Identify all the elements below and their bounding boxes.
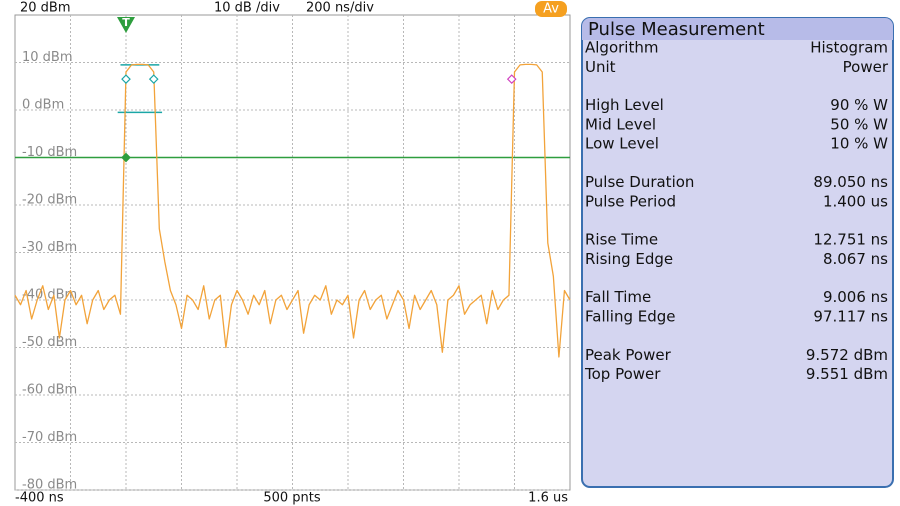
scale-label: 10 dB /div [214,1,280,16]
measure-label: High Level [585,96,664,114]
measure-value: 9.006 ns [823,288,888,306]
measure-label: Peak Power [585,346,672,364]
measure-value: 1.400 us [823,192,888,210]
trace [14,63,571,358]
y-tick-label: -70 dBm [22,430,77,445]
ref-level: 20 dBm [20,1,71,16]
measure-label: Fall Time [585,288,651,306]
trigger-label: T [122,16,130,29]
y-tick-label: 0 dBm [22,98,64,113]
x-tick-label: 1.6 us [528,491,568,506]
points-label: 500 pnts [263,491,321,506]
y-tick-label: -60 dBm [22,383,77,398]
x-tick-label: -400 ns [15,491,64,506]
y-tick-label: -20 dBm [22,193,77,208]
y-tick-label: -30 dBm [22,240,77,255]
measure-label: Unit [585,58,616,76]
measure-value: 90 % W [830,96,888,114]
marker [148,74,159,84]
measure-value: 9.551 dBm [806,365,888,383]
measure-value: 10 % W [830,135,888,153]
trigger-marker [117,17,135,33]
measure-label: Rising Edge [585,250,673,268]
marker [121,74,131,84]
time-label: 200 ns/div [306,1,374,16]
measure-value: Histogram [810,39,888,57]
panel-header [582,18,893,40]
measure-value: 97.117 ns [813,308,888,326]
measure-value: 8.067 ns [823,250,888,268]
badge [535,1,567,17]
measure-label: Algorithm [585,39,658,57]
marker [506,74,517,84]
measure-label: Falling Edge [585,308,676,326]
marker [121,152,131,163]
measure-value: 50 % W [830,115,888,133]
measure-label: Low Level [585,135,659,153]
measure-value: 12.751 ns [813,231,888,249]
measure-label: Pulse Duration [585,173,694,191]
y-tick-label: -40 dBm [22,288,77,303]
y-tick-label: 10 dBm [22,50,73,65]
panel-title: Pulse Measurement [588,19,765,40]
measure-value: 89.050 ns [813,173,888,191]
measure-value: 9.572 dBm [806,346,888,364]
measure-label: Top Power [584,365,661,383]
y-tick-label: -50 dBm [22,335,77,350]
measure-label: Mid Level [585,115,656,133]
measure-label: Rise Time [585,231,658,249]
measure-value: Power [843,58,889,76]
y-tick-label: -10 dBm [22,145,77,160]
measure-label: Pulse Period [585,192,676,210]
badge-text: Av [543,2,559,17]
y-tick-label: -80 dBm [22,478,77,493]
